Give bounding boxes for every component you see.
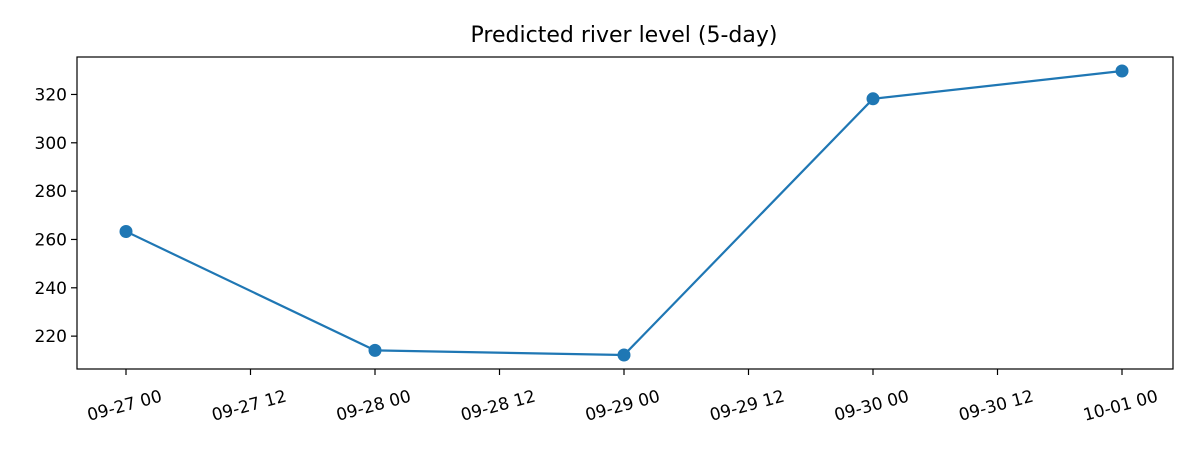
x-tick-label: 09-27 00 xyxy=(85,387,164,426)
y-tick-label: 220 xyxy=(35,327,67,347)
y-tick-label: 240 xyxy=(35,279,67,299)
x-tick-label: 09-30 00 xyxy=(832,387,911,426)
data-point xyxy=(617,348,631,362)
x-axis: 09-27 00 09-27 12 09-28 00 09-28 12 09-29 00… xyxy=(85,369,1160,426)
x-tick-label: 09-27 12 xyxy=(210,387,289,426)
plot-area-frame xyxy=(76,56,1174,370)
series-line xyxy=(125,69,1123,357)
data-point xyxy=(1115,64,1129,78)
x-tick-label: 09-28 00 xyxy=(334,387,413,426)
x-tick-label: 10-01 00 xyxy=(1081,387,1160,426)
y-axis: 220 240 260 280 300 320 xyxy=(35,85,77,347)
chart-title: Predicted river level (5-day) xyxy=(471,23,778,48)
y-tick-label: 300 xyxy=(35,134,67,154)
y-tick-label: 280 xyxy=(35,182,67,202)
y-tick-label: 320 xyxy=(35,85,67,105)
data-point xyxy=(368,343,382,357)
data-point xyxy=(866,92,880,106)
x-tick-label: 09-28 12 xyxy=(459,387,538,426)
data-point xyxy=(119,224,133,238)
x-tick-label: 09-29 00 xyxy=(583,387,662,426)
x-tick-label: 09-30 12 xyxy=(957,387,1036,426)
y-tick-label: 260 xyxy=(35,230,67,250)
x-tick-label: 09-29 12 xyxy=(708,387,787,426)
series-river-level xyxy=(119,64,1129,362)
